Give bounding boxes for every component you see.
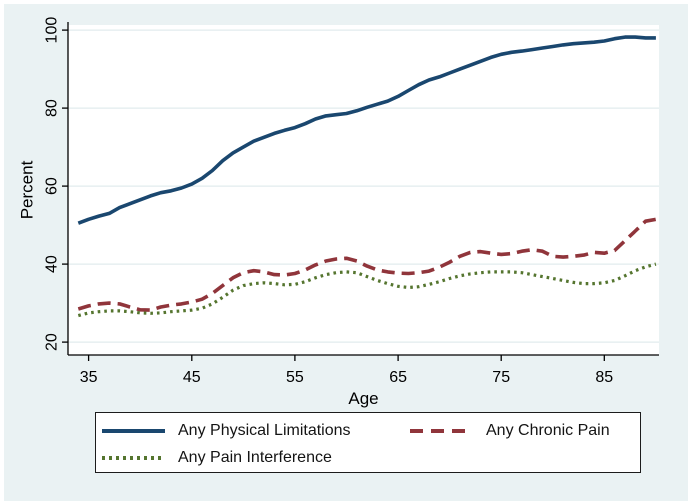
legend-dotted-line-swatch xyxy=(102,456,165,460)
legend: Any Physical Limitations Any Chronic Pai… xyxy=(95,412,641,473)
legend-entry-chronic-pain: Any Chronic Pain xyxy=(410,420,610,442)
legend-label-physical-limitations: Any Physical Limitations xyxy=(178,422,351,439)
legend-solid-line-swatch xyxy=(102,429,165,433)
legend-entry-pain-interference: Any Pain Interference xyxy=(102,447,332,469)
legend-dashed-line-swatch xyxy=(410,429,473,433)
legend-label-chronic-pain: Any Chronic Pain xyxy=(486,422,610,439)
legend-label-pain-interference: Any Pain Interference xyxy=(178,449,332,466)
legend-entry-physical-limitations: Any Physical Limitations xyxy=(102,420,351,442)
